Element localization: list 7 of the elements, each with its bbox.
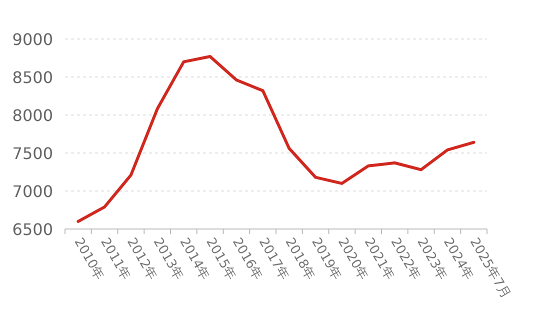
y-tick-label: 7500	[12, 144, 53, 163]
y-tick-label: 6500	[12, 220, 53, 239]
y-tick-label: 7000	[12, 182, 53, 201]
y-tick-label: 8500	[12, 68, 53, 87]
line-series	[76, 54, 476, 223]
y-tick-label: 9000	[12, 30, 53, 49]
y-tick-label: 8000	[12, 106, 53, 125]
